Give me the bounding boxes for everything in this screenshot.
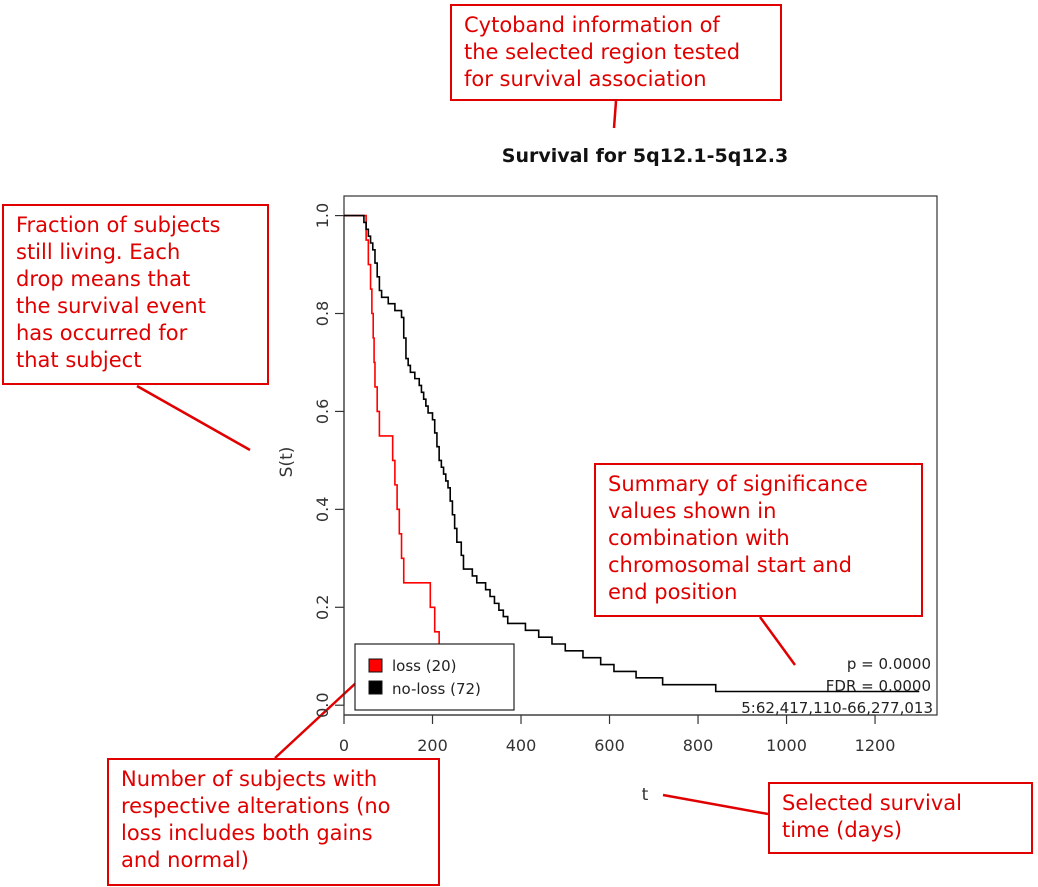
legend: loss (20) no-loss (72) [354,643,515,711]
y-tick-label: 1.0 [313,203,332,228]
y-tick-label: 0.4 [313,497,332,522]
survival-curve-noloss [344,214,920,693]
legend-swatch-loss [368,658,383,673]
fdr-label: FDR = 0.0000 [826,677,931,695]
x-axis-label: t [642,785,649,805]
plot-frame [343,195,938,716]
x-tick-label: 400 [506,736,537,755]
legend-label-loss: loss (20) [392,657,457,675]
chart-title: Survival for 5q12.1-5q12.3 [502,145,788,167]
x-tick-label: 1000 [766,736,807,755]
callout-survival-time: Selected survival time (days) [768,782,1033,854]
y-tick-label: 0.2 [313,595,332,620]
connector-summary [758,616,797,666]
x-tick-label: 800 [683,736,714,755]
x-tick-label: 0 [339,736,349,755]
x-axis: 0 200 400 600 800 1000 1200 [339,714,896,755]
y-axis: 0.0 0.2 0.4 0.6 0.8 1.0 [313,203,345,718]
callout-cytoband: Cytoband information of the selected reg… [450,4,782,101]
y-tick-label: 0.8 [313,301,332,326]
x-tick-label: 200 [417,736,448,755]
legend-box [354,643,515,711]
legend-label-noloss: no-loss (72) [392,680,481,698]
connector-time [662,793,769,816]
legend-swatch-noloss [368,680,383,695]
y-tick-label: 0.6 [313,399,332,424]
x-tick-label: 600 [594,736,625,755]
connector-fraction [136,384,251,452]
callout-fraction-living: Fraction of subjects still living. Each … [2,204,269,385]
survival-curves [344,214,920,693]
p-value-label: p = 0.0000 [847,655,931,673]
x-tick-label: 1200 [855,736,896,755]
callout-subject-counts: Number of subjects with respective alter… [107,758,440,886]
region-position-label: 5:62,417,110-66,277,013 [741,699,933,717]
y-axis-label: S(t) [277,447,297,478]
y-tick-label: 0.0 [313,692,332,717]
callout-significance-summary: Summary of significance values shown in … [594,463,923,617]
survival-curve-loss [344,214,445,681]
connector-cytoband [612,100,618,129]
